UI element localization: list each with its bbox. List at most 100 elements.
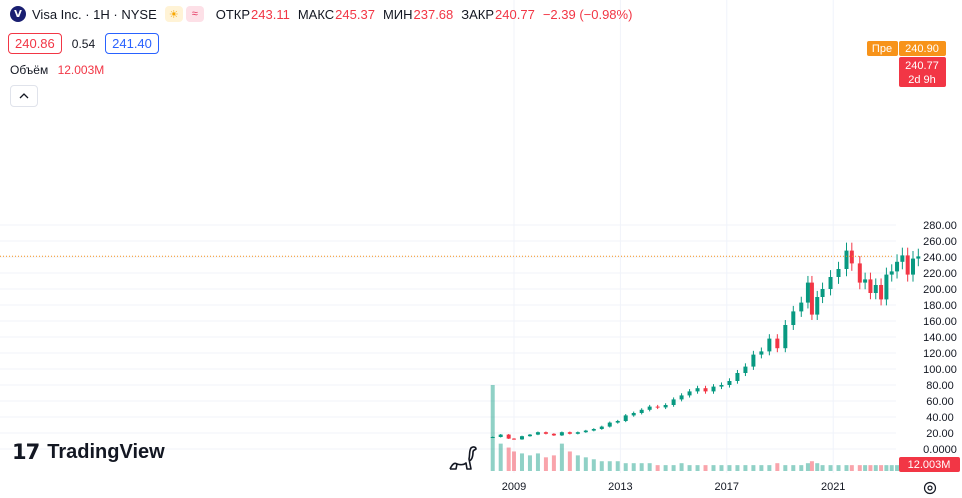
low-label: МИН	[382, 6, 413, 22]
candle-body	[767, 338, 772, 352]
candle-body	[884, 274, 889, 300]
volume-bar	[836, 465, 841, 471]
candle-body	[583, 430, 588, 433]
visa-logo-icon: V	[10, 6, 26, 22]
candle-body	[911, 258, 915, 275]
volume-bar	[703, 465, 708, 471]
tv-logo-mark: 17	[12, 440, 40, 464]
volume-bar	[498, 443, 503, 471]
candle-body	[631, 413, 636, 416]
y-tick-label: 100.00	[923, 364, 957, 376]
tradingview-logo[interactable]: 17 TradingView	[12, 440, 165, 464]
volume-last-label: 12.003M	[899, 457, 960, 472]
volume-bar	[873, 465, 878, 471]
volume-bar	[695, 465, 700, 471]
volume-bar	[884, 465, 889, 471]
symbol-title[interactable]: Visa Inc. · 1H · NYSE	[32, 6, 157, 22]
volume-bar	[783, 465, 788, 471]
candle-body	[647, 406, 652, 410]
volume-bar	[815, 463, 820, 471]
candle-body	[889, 271, 894, 275]
volume-bar	[889, 465, 894, 471]
candle-body	[599, 426, 604, 429]
candle-body	[783, 325, 788, 349]
candle-body	[512, 438, 516, 440]
candle-body	[591, 429, 596, 431]
tv-logo-text: TradingView	[47, 440, 165, 463]
y-tick-label: 200.00	[923, 284, 957, 296]
candle-body	[719, 385, 724, 387]
volume-bar	[583, 457, 588, 471]
open-label: ОТКР	[215, 6, 251, 22]
candle-body	[639, 409, 644, 413]
volume-bar	[799, 465, 804, 471]
volume-bar	[879, 465, 884, 471]
volume-bar	[623, 463, 628, 471]
volume-bar	[559, 443, 564, 471]
candle-body	[623, 415, 628, 421]
candle-body	[535, 432, 540, 435]
candle-body	[679, 395, 684, 400]
candle-body	[759, 351, 764, 355]
candle-body	[703, 388, 708, 392]
y-tick-label: 120.00	[923, 348, 957, 360]
candle-body	[873, 285, 878, 293]
pre-market-label: Пре 240.90	[867, 41, 946, 56]
candle-body	[868, 279, 873, 293]
candle-body	[519, 436, 524, 440]
volume-bar	[663, 465, 668, 471]
sun-icon[interactable]: ☀	[164, 6, 183, 22]
volume-bar	[575, 455, 580, 471]
gear-icon	[923, 481, 937, 495]
candle-body	[711, 386, 716, 392]
volume-legend: Объём 12.003M	[10, 63, 104, 77]
candle-body	[743, 366, 748, 373]
y-tick-label: 80.00	[926, 380, 954, 392]
collapse-legend-button[interactable]	[10, 85, 38, 107]
price-axis: 0.0000 20.00 40.00 60.00 80.00 100.00 120.00 14…	[923, 220, 957, 456]
volume-bar	[490, 385, 495, 471]
candle-body	[655, 406, 660, 408]
candle-body	[836, 269, 841, 277]
volume-bar	[506, 447, 511, 471]
volume-bar	[655, 465, 660, 471]
candle-body	[615, 421, 620, 423]
candle-body	[671, 399, 676, 405]
pre-value: 240.90	[905, 43, 939, 55]
volume-value: 12.003M	[57, 63, 105, 77]
candle-body	[735, 373, 740, 381]
candle-body	[900, 255, 905, 262]
spread-value: 0.54	[71, 36, 96, 51]
y-tick-label: 60.00	[926, 396, 954, 408]
candle-body	[663, 405, 668, 408]
bar-countdown: 2d 9h	[908, 74, 936, 86]
high-label: МАКС	[297, 6, 335, 22]
open-value: 243.11	[251, 6, 290, 22]
volume-bar	[849, 465, 854, 471]
wave-icon[interactable]: ≈	[185, 6, 204, 22]
volume-bar	[719, 465, 724, 471]
volume-bar	[809, 461, 814, 471]
volume-bar	[895, 465, 900, 471]
candle-body	[575, 432, 580, 434]
last-price-value: 240.77	[905, 60, 939, 72]
candle-body	[879, 285, 884, 300]
candle-body	[916, 256, 921, 259]
buy-button[interactable]: 241.40	[105, 33, 159, 54]
candle-body	[857, 263, 862, 283]
sell-button[interactable]: 240.86	[8, 33, 62, 54]
quote-row: 240.86 0.54 241.40	[8, 33, 159, 54]
candle-body	[828, 277, 833, 289]
volume-bar	[599, 461, 604, 471]
dinosaur-icon[interactable]	[448, 443, 478, 471]
symbol-legend: V Visa Inc. · 1H · NYSE ☀ ≈ ОТКР 243.11 …	[10, 6, 640, 22]
volume-bar	[551, 455, 556, 471]
candle-body	[607, 422, 612, 427]
volume-bar	[711, 465, 716, 471]
volume-bar	[828, 465, 833, 471]
candle-body	[820, 289, 825, 297]
candle-body	[751, 354, 756, 367]
volume-bar	[844, 465, 849, 471]
chart-settings-button[interactable]	[921, 479, 939, 497]
